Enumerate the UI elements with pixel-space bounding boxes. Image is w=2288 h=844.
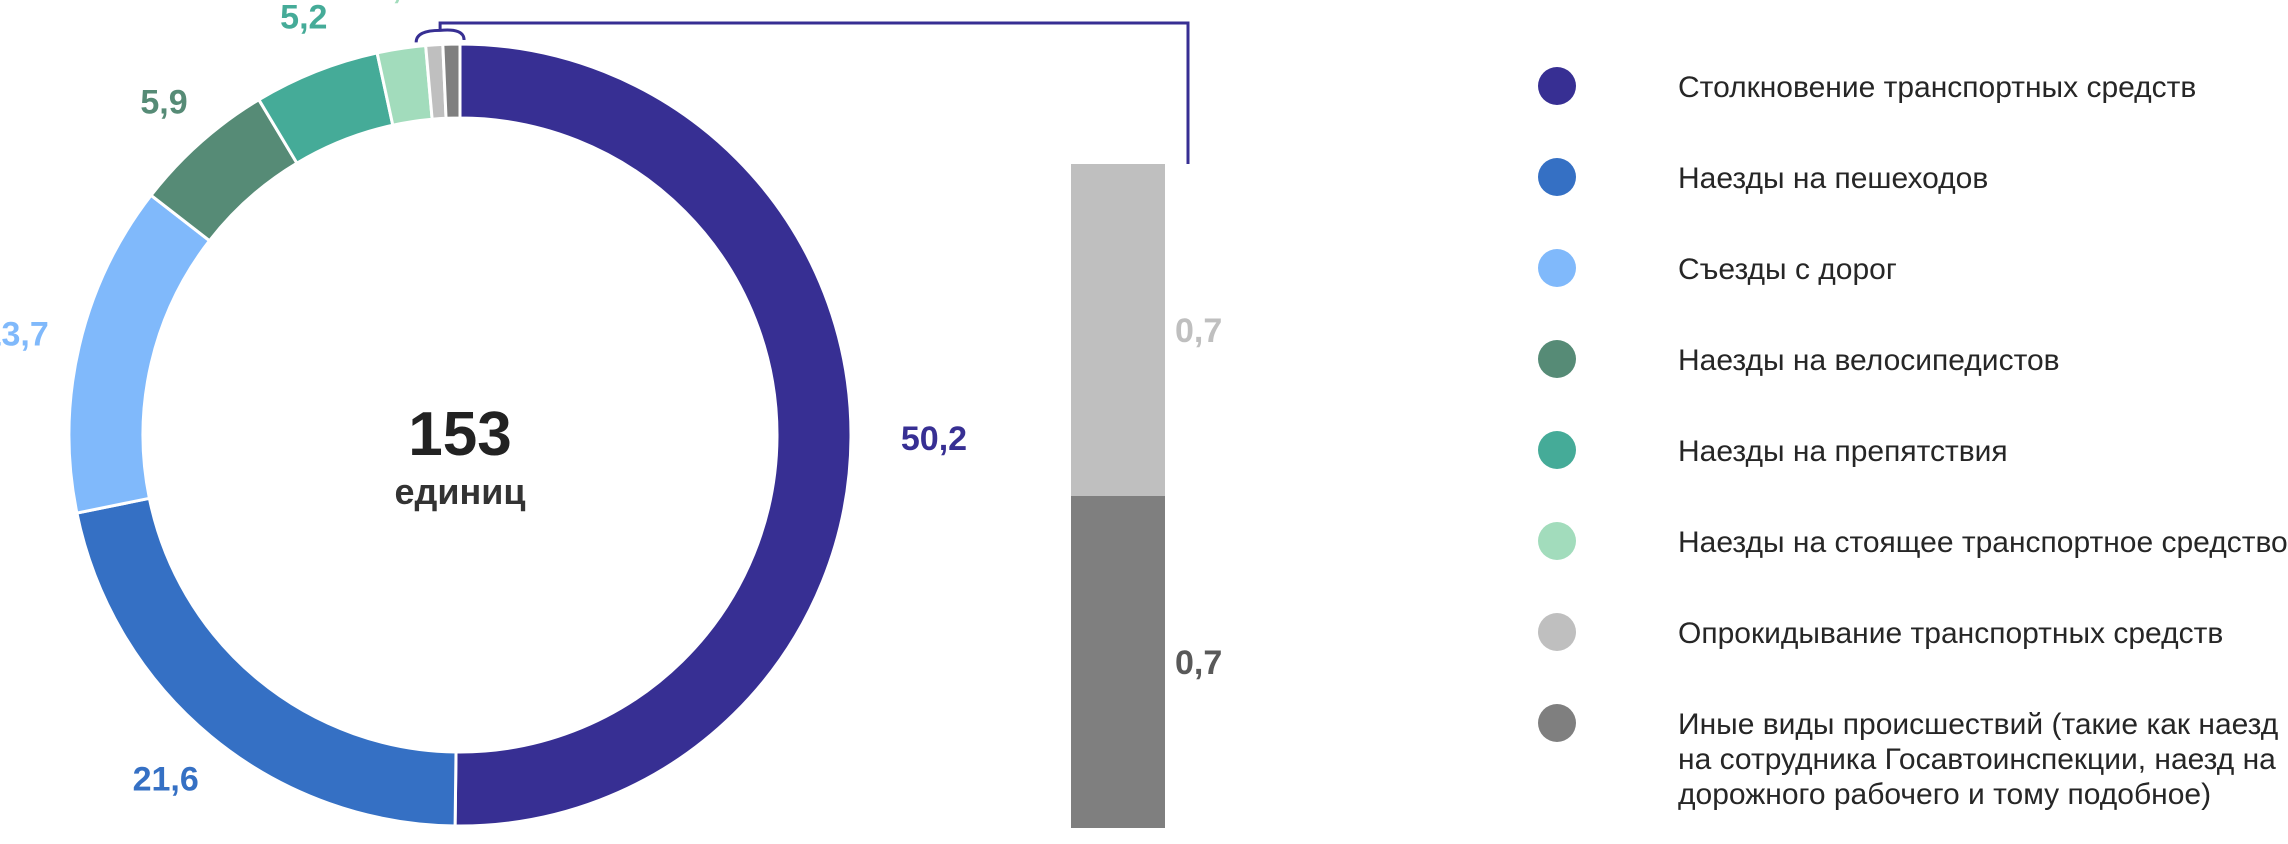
slice-value-label: 5,2: [280, 0, 327, 36]
legend-label: Съезды с дорог: [1678, 253, 1897, 286]
breakout-bar: 0,7 0,7: [1071, 164, 1222, 828]
breakout-value-label: 0,7: [1175, 644, 1222, 682]
legend-swatch: [1538, 522, 1576, 560]
legend-swatch: [1538, 340, 1576, 378]
legend-item: Наезды на велосипедистов: [1538, 340, 2288, 378]
donut-slice: [67, 193, 212, 515]
legend-swatch: [1538, 704, 1576, 742]
legend-label: Иные виды происшествий (такие как наезд …: [1678, 708, 2279, 811]
breakout-connector: [438, 21, 1190, 164]
legend-item: Съезды с дорог: [1538, 249, 2288, 287]
breakout-value-label: 0,7: [1175, 312, 1222, 350]
breakout-segment: [1071, 164, 1165, 496]
legend-swatch: [1538, 431, 1576, 469]
donut-slice: [441, 42, 462, 120]
legend-item: Столкновение транспортных средств: [1538, 67, 2288, 105]
legend-swatch: [1538, 158, 1576, 196]
legend-item: Наезды на пешеходов: [1538, 158, 2288, 196]
legend-item: Наезды на препятствия: [1538, 431, 2288, 469]
bracket-curve: [414, 28, 466, 43]
center-total: 153: [408, 400, 511, 469]
slice-value-label: 5,9: [140, 83, 187, 121]
legend-label: Наезды на велосипедистов: [1678, 344, 2060, 377]
slice-value-label: 2,0: [373, 0, 420, 6]
slice-value-label: 13,7: [0, 316, 49, 354]
legend-item: Опрокидывание транспортных средств: [1538, 613, 2288, 651]
legend-swatch: [1538, 249, 1576, 287]
legend-label: Наезды на стоящее транспортное средство: [1678, 526, 2288, 559]
legend-swatch: [1538, 67, 1576, 105]
breakout-segment: [1071, 496, 1165, 828]
legend-label: Столкновение транспортных средств: [1678, 71, 2197, 104]
donut-chart: [67, 42, 853, 828]
center-unit: единиц: [394, 471, 525, 512]
legend-label: Опрокидывание транспортных средств: [1678, 617, 2224, 650]
slice-value-label: 21,6: [133, 761, 199, 799]
donut-slice: [453, 42, 853, 828]
legend-item: Иные виды происшествий (такие как наезд …: [1538, 704, 2288, 812]
legend-swatch: [1538, 613, 1576, 651]
legend-label: Наезды на пешеходов: [1678, 162, 1989, 195]
breakout-bracket: [414, 21, 1190, 164]
legend-label: Наезды на препятствия: [1678, 435, 2008, 468]
legend-item: Наезды на стоящее транспортное средство: [1538, 522, 2288, 560]
slice-value-label: 50,2: [901, 420, 967, 458]
value-labels: 50,2 21,6 13,7 5,9 5,2 2,0: [0, 0, 967, 799]
